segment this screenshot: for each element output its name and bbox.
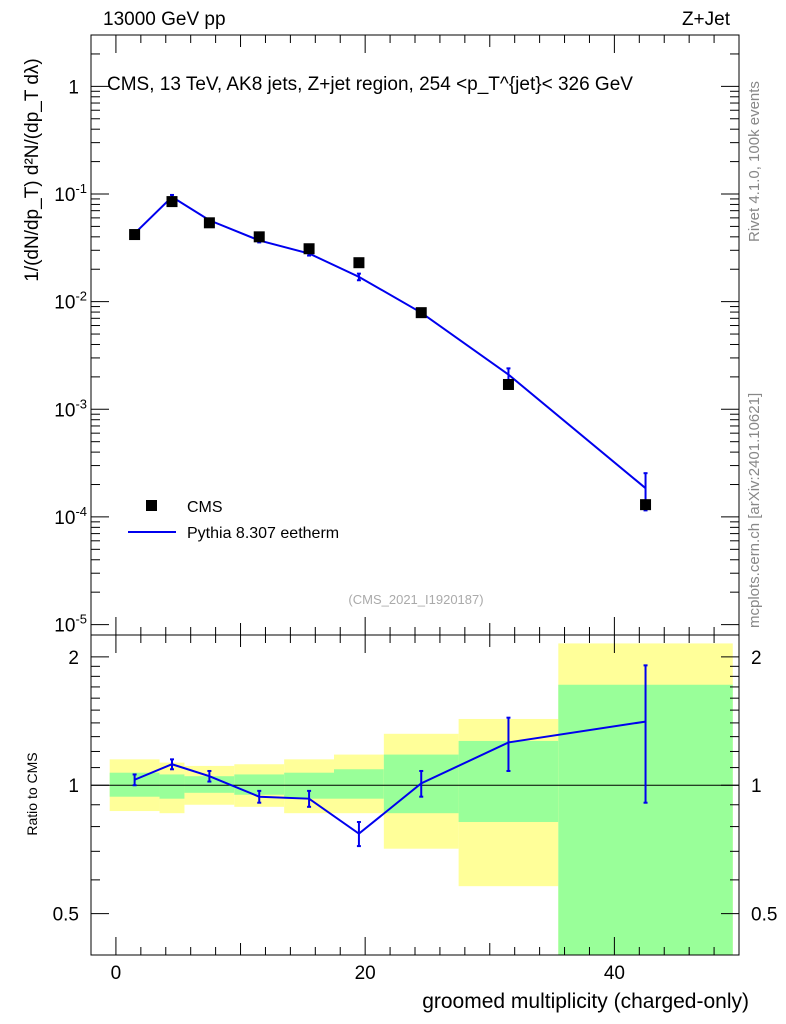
axis-tick-labels: 10-5 10-4 10-3 10-2 10-1 1 0 20 40 2 2 1 1 0.5 0.5 xyxy=(53,77,778,984)
ratio-tick-label: 2 xyxy=(68,648,79,669)
ratio-tick-label-right: 2 xyxy=(751,648,762,669)
y-tick-label: 10-4 xyxy=(54,504,87,529)
mc-line xyxy=(133,195,647,489)
data-point-4 xyxy=(303,243,315,255)
x-tick-label: 20 xyxy=(355,963,376,984)
ratio-tick-label-right: 0.5 xyxy=(751,905,777,926)
y-tick-label: 10-2 xyxy=(54,289,87,314)
legend-data-label: CMS xyxy=(187,499,223,516)
process-label: Z+Jet xyxy=(681,9,730,30)
mc-curve-ratio xyxy=(132,664,648,848)
data-points xyxy=(129,196,652,511)
analysis-id: (CMS_2021_I1920187) xyxy=(348,592,483,607)
band-inner-5 xyxy=(334,769,384,799)
ratio-y-label: Ratio to CMS xyxy=(24,752,40,835)
x-tick-label: 40 xyxy=(604,963,625,984)
data-point-1 xyxy=(166,196,178,208)
x-axis-label: groomed multiplicity (charged-only) xyxy=(422,990,749,1013)
plot-title: CMS, 13 TeV, AK8 jets, Z+jet region, 254… xyxy=(107,74,633,95)
legend-data-marker xyxy=(146,500,157,511)
data-point-3 xyxy=(253,231,265,243)
ratio-tick-label-right: 1 xyxy=(751,776,762,797)
x-tick-label: 0 xyxy=(111,963,122,984)
main-frame xyxy=(90,34,740,636)
legend-mc-label: Pythia 8.307 eetherm xyxy=(187,525,339,542)
axis-ticks xyxy=(91,34,739,955)
y-tick-label: 10-5 xyxy=(54,612,87,637)
energy-label: 13000 GeV pp xyxy=(103,9,226,30)
data-point-8 xyxy=(640,499,652,511)
data-point-6 xyxy=(415,307,427,319)
mc-curve-main xyxy=(132,193,648,512)
data-point-5 xyxy=(353,257,365,269)
ratio-tick-label: 1 xyxy=(68,776,79,797)
data-point-7 xyxy=(502,378,514,390)
band-inner-3 xyxy=(234,774,285,795)
ratio-tick-label: 0.5 xyxy=(53,905,79,926)
y-tick-label: 10-1 xyxy=(54,181,87,206)
data-point-0 xyxy=(129,229,141,241)
band-inner-1 xyxy=(159,774,185,799)
data-point-2 xyxy=(203,217,215,229)
y-tick-label: 10-3 xyxy=(54,396,87,421)
ratio-bands xyxy=(109,643,733,955)
y-tick-label: 1 xyxy=(68,77,79,98)
y-axis-label: 1/(dN/dp_T) d²N/(dp_T dλ) xyxy=(22,58,43,282)
